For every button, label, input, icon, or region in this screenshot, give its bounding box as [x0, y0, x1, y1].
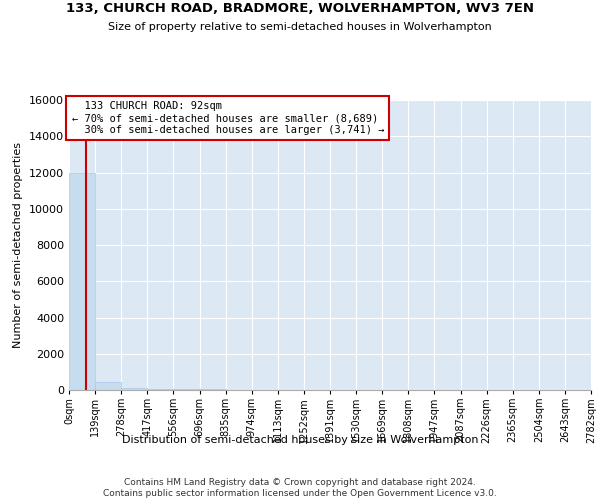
Text: Contains HM Land Registry data © Crown copyright and database right 2024.
Contai: Contains HM Land Registry data © Crown c…: [103, 478, 497, 498]
Bar: [148, 389, 173, 390]
Bar: [69, 172, 95, 390]
Bar: [121, 388, 148, 390]
Y-axis label: Number of semi-detached properties: Number of semi-detached properties: [13, 142, 23, 348]
Text: Size of property relative to semi-detached houses in Wolverhampton: Size of property relative to semi-detach…: [108, 22, 492, 32]
Text: 133, CHURCH ROAD, BRADMORE, WOLVERHAMPTON, WV3 7EN: 133, CHURCH ROAD, BRADMORE, WOLVERHAMPTO…: [66, 2, 534, 16]
Bar: [95, 382, 121, 390]
Text: Distribution of semi-detached houses by size in Wolverhampton: Distribution of semi-detached houses by …: [122, 435, 478, 445]
Text: 133 CHURCH ROAD: 92sqm
← 70% of semi-detached houses are smaller (8,689)
  30% o: 133 CHURCH ROAD: 92sqm ← 70% of semi-det…: [71, 102, 384, 134]
